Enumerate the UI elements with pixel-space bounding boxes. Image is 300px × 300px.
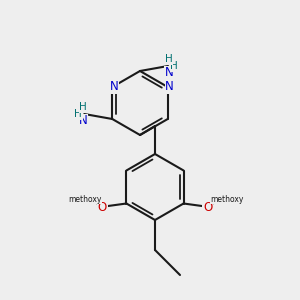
Text: methoxy: methoxy bbox=[210, 195, 243, 204]
Text: N: N bbox=[165, 67, 173, 80]
Text: H: H bbox=[80, 102, 87, 112]
Text: N: N bbox=[110, 80, 119, 94]
Text: N: N bbox=[79, 115, 88, 128]
Text: methoxy: methoxy bbox=[69, 195, 102, 204]
Text: N: N bbox=[165, 80, 174, 94]
Text: H: H bbox=[165, 54, 173, 64]
Text: H: H bbox=[74, 109, 82, 119]
Text: H: H bbox=[170, 61, 178, 71]
Text: O: O bbox=[203, 201, 212, 214]
Text: O: O bbox=[98, 201, 107, 214]
